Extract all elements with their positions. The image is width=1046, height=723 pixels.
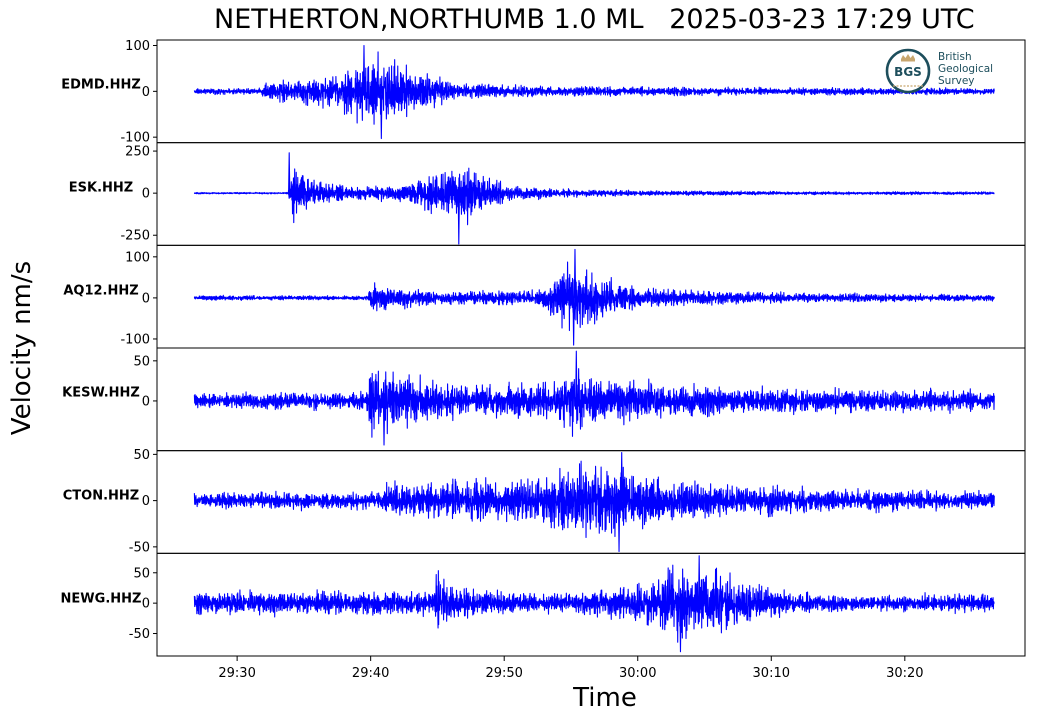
y-tick-label: 0: [142, 291, 150, 306]
trace-esk-hhz: [193, 152, 995, 245]
bgs-logo: BGS British Geological Survey: [884, 46, 1004, 94]
logo-initials: BGS: [894, 65, 922, 79]
y-tick-label: 50: [133, 566, 150, 581]
y-tick-label: -50: [129, 627, 150, 642]
y-tick-label: -100: [120, 332, 150, 347]
x-axis-label: Time: [573, 683, 637, 713]
logo-line-geological: Geological: [938, 63, 994, 75]
trace-aq12-hhz: [193, 248, 995, 346]
y-tick-label: 0: [142, 394, 150, 409]
logo-line-survey: Survey: [938, 75, 975, 87]
y-tick-label: 100: [125, 250, 150, 265]
y-tick-label: 50: [133, 354, 150, 369]
x-tick-label: 29:40: [352, 666, 389, 681]
y-tick-label: -100: [120, 131, 150, 146]
y-tick-label: 0: [142, 494, 150, 509]
y-tick-label: -50: [129, 540, 150, 555]
chart-title: NETHERTON,NORTHUMB 1.0 ML 2025-03-23 17:…: [214, 4, 975, 35]
y-tick-label: 0: [142, 85, 150, 100]
bgs-logo-mark: BGS: [885, 48, 931, 94]
y-tick-label: 250: [125, 145, 150, 160]
panel-frame: [156, 552, 1026, 657]
x-tick-label: 30:20: [886, 666, 923, 681]
y-tick-label: 0: [142, 187, 150, 202]
x-tick-label: 29:50: [485, 666, 522, 681]
y-tick-label: -250: [120, 229, 150, 244]
station-label: NEWG.HHZ: [60, 591, 142, 606]
y-tick-label: 0: [142, 597, 150, 612]
y-tick-label: 50: [133, 448, 150, 463]
station-label: CTON.HHZ: [62, 488, 140, 504]
trace-cton-hhz: [193, 451, 995, 553]
station-label: ESK.HHZ: [68, 180, 134, 196]
trace-edmd-hhz: [193, 44, 995, 140]
station-label: EDMD.HHZ: [61, 77, 141, 93]
trace-kesw-hhz: [193, 350, 995, 446]
y-tick-label: 100: [125, 39, 150, 54]
x-tick-label: 30:10: [753, 666, 790, 681]
station-label: AQ12.HHZ: [63, 283, 139, 298]
x-tick-label: 29:30: [218, 666, 255, 681]
trace-newg-hhz: [193, 555, 995, 653]
x-tick-label: 30:00: [619, 666, 656, 681]
station-label: KESW.HHZ: [62, 385, 140, 401]
logo-line-british: British: [938, 51, 972, 63]
logo-wordmark: British Geological Survey: [938, 51, 993, 87]
